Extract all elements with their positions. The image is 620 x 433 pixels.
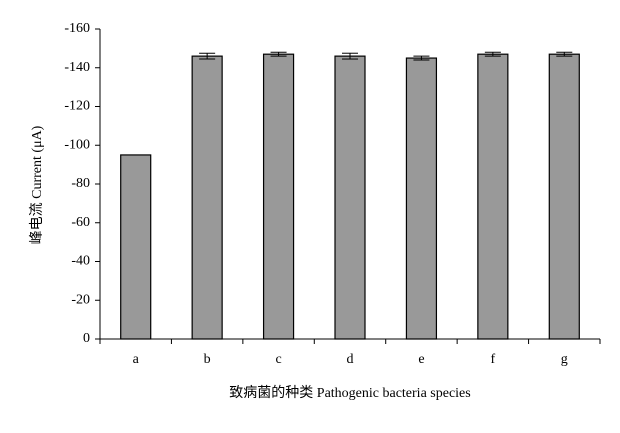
- y-tick-label: -40: [71, 254, 90, 269]
- bar: [477, 53, 509, 340]
- x-tick-label: e: [418, 352, 424, 367]
- x-tick-label: c: [275, 352, 281, 367]
- bar: [548, 53, 580, 340]
- x-axis-title: 致病菌的种类 Pathogenic bacteria species: [229, 385, 470, 401]
- y-tick-label: -140: [64, 60, 90, 75]
- x-tick-label: g: [561, 352, 568, 367]
- y-tick-label: -160: [64, 21, 90, 36]
- x-tick-label: d: [347, 352, 354, 367]
- x-tick-label: a: [133, 352, 140, 367]
- y-tick-label: -120: [64, 99, 90, 114]
- bar: [405, 57, 438, 340]
- y-tick-label: -20: [71, 292, 90, 307]
- bar: [120, 154, 152, 340]
- y-tick-label: -80: [71, 176, 90, 191]
- y-axis-title: 峰电流 Current (μA): [29, 125, 45, 244]
- y-tick-label: 0: [83, 331, 90, 346]
- y-tick-label: -100: [64, 137, 90, 152]
- bar: [334, 55, 366, 340]
- x-tick-label: b: [204, 352, 211, 367]
- bar: [191, 55, 223, 340]
- y-tick-label: -60: [71, 215, 90, 230]
- x-tick-label: f: [491, 352, 496, 367]
- bar: [262, 53, 295, 340]
